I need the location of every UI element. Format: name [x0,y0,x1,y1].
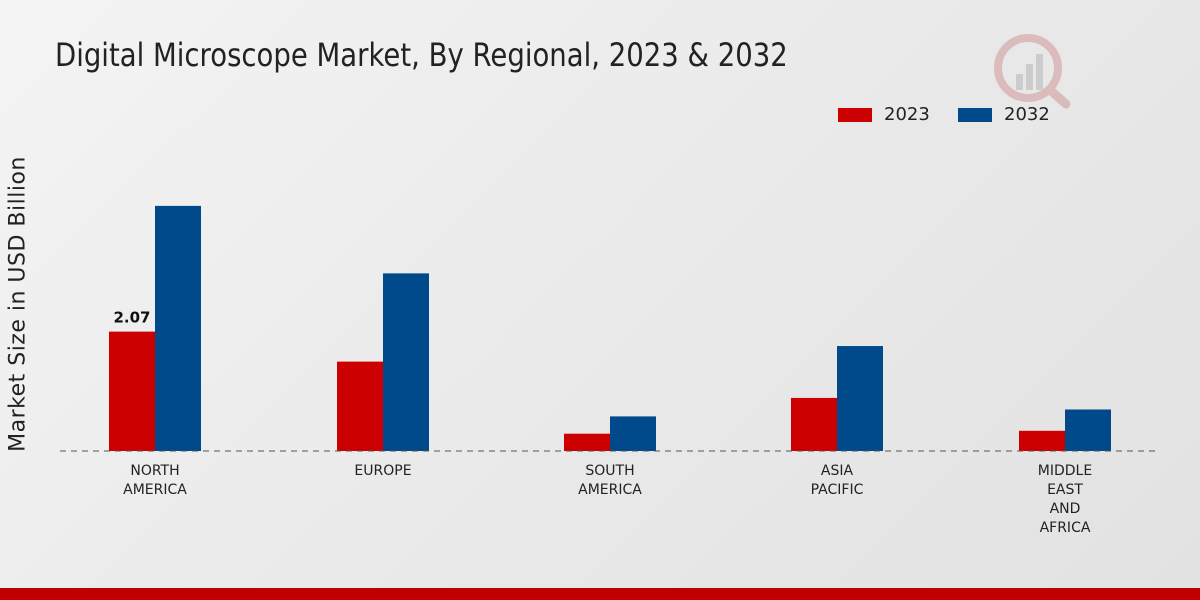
x-tick-label-4-line-3: AFRICA [1040,520,1091,536]
data-label-2023-0: 2.07 [113,309,150,327]
legend-item-2032: 2032 [958,104,1050,125]
watermark-logo-icon [990,28,1074,112]
bar-2032-3 [837,346,883,451]
bar-2032-4 [1065,409,1111,451]
bar-2032-2 [610,416,656,451]
x-tick-label-0-line-1: AMERICA [123,482,187,498]
x-tick-label-2-line-1: AMERICA [578,482,642,498]
legend-label-2023: 2023 [884,104,930,125]
legend-swatch-2023 [838,107,872,122]
bar-2023-4 [1019,430,1065,451]
x-tick-label-2-line-0: SOUTH [585,463,634,479]
x-tick-label-0-line-0: NORTH [130,463,179,479]
bar-2032-1 [383,273,429,451]
x-tick-label-3-line-0: ASIA [821,463,854,479]
bar-2023-3 [791,397,837,451]
bar-2023-1 [337,361,383,451]
bar-2032-0 [155,205,201,451]
x-tick-label-4-line-2: AND [1050,501,1081,517]
x-tick-label-3-line-1: PACIFIC [811,482,864,498]
bar-2023-2 [564,433,610,451]
x-tick-label-4-line-1: EAST [1047,482,1083,498]
bar-2023-0 [109,331,155,451]
legend-label-2032: 2032 [1004,104,1050,125]
footer-accent-bar [0,588,1200,600]
x-tick-label-4-line-0: MIDDLE [1038,463,1092,479]
chart-title: Digital Microscope Market, By Regional, … [55,36,788,74]
x-tick-label-1-line-0: EUROPE [354,463,411,479]
legend-item-2023: 2023 [838,104,930,125]
legend-swatch-2032 [958,107,992,122]
